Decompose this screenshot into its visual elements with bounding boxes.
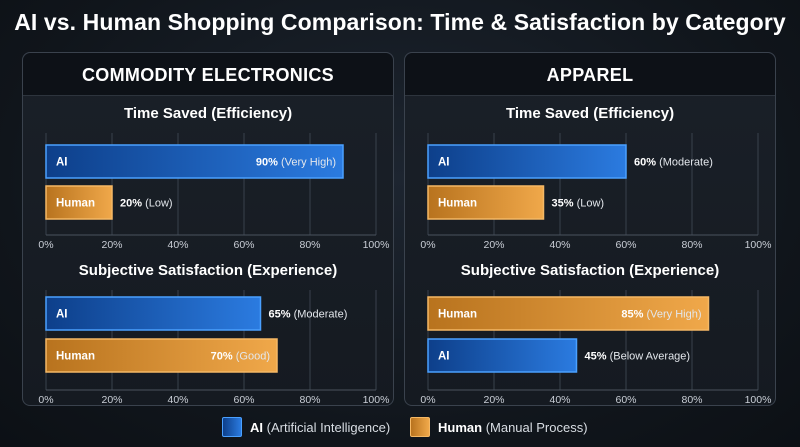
x-tick-label: 100% bbox=[745, 239, 772, 251]
bar-human bbox=[427, 296, 710, 331]
x-tick-label: 20% bbox=[101, 394, 122, 405]
chart-time-saved-apparel: 0% 20% 40% 60% 80% 100% AI 60% (Moderate) Human 3… bbox=[420, 133, 772, 251]
x-tick-label: 100% bbox=[745, 394, 772, 405]
legend-label-human-rest: (Manual Process) bbox=[485, 419, 588, 435]
x-tick-label: 40% bbox=[549, 394, 570, 405]
x-tick-label: 0% bbox=[38, 239, 53, 251]
legend-item-ai: AI (Artificial Intelligence) bbox=[222, 416, 390, 438]
bar-category-label: Human bbox=[438, 309, 477, 321]
bar-category-label: AI bbox=[56, 157, 68, 169]
bar-value-label: 45% (Below Average) bbox=[585, 351, 691, 363]
x-tick-label: 0% bbox=[420, 394, 435, 405]
chart-time-saved-electronics: 0% 20% 40% 60% 80% 100% AI 90% (Very High) Human… bbox=[38, 133, 390, 251]
bar-ai bbox=[427, 338, 578, 373]
bar-value-label: 85% (Very High) bbox=[621, 309, 701, 321]
x-tick-label: 80% bbox=[299, 239, 320, 251]
legend-label-human: Human (Manual Process) bbox=[438, 420, 588, 435]
x-tick-label: 80% bbox=[681, 394, 702, 405]
x-tick-label: 100% bbox=[363, 394, 390, 405]
panel-title: APPAREL bbox=[405, 53, 775, 96]
bar-value-label: 20% (Low) bbox=[120, 198, 173, 210]
x-tick-label: 60% bbox=[233, 239, 254, 251]
bar-human bbox=[427, 185, 545, 220]
chart-satisfaction-apparel: 0% 20% 40% 60% 80% 100% Human 85% (Very High) AI… bbox=[420, 290, 772, 405]
x-tick-label: 60% bbox=[615, 239, 636, 251]
chart-satisfaction-electronics: 0% 20% 40% 60% 80% 100% AI 65% (Moderate) Human 7… bbox=[38, 290, 390, 405]
bar-category-label: AI bbox=[56, 309, 68, 321]
bar-ai bbox=[45, 144, 344, 179]
x-tick-label: 40% bbox=[549, 239, 570, 251]
chart-title-time-saved: Time Saved (Efficiency) bbox=[505, 105, 675, 122]
bar-ai bbox=[427, 144, 627, 179]
bar-category-label: AI bbox=[438, 157, 450, 169]
legend-swatch-ai bbox=[222, 417, 242, 437]
page-title: AI vs. Human Shopping Comparison: Time &… bbox=[14, 9, 786, 35]
bar-value-label: 65% (Moderate) bbox=[269, 309, 348, 321]
bar-value-label: 60% (Moderate) bbox=[634, 157, 713, 169]
panel-apparel: APPAREL Time Saved (Efficiency) 0% 20% 40%… bbox=[404, 52, 776, 406]
legend-label-ai: AI (Artificial Intelligence) bbox=[250, 420, 390, 435]
legend-swatch-human bbox=[410, 417, 430, 437]
x-tick-label: 20% bbox=[483, 239, 504, 251]
x-tick-label: 20% bbox=[483, 394, 504, 405]
bar-category-label: AI bbox=[438, 351, 450, 363]
x-tick-label: 40% bbox=[167, 239, 188, 251]
bar-value-label: 70% (Good) bbox=[211, 351, 270, 363]
bar-category-label: Human bbox=[438, 198, 477, 210]
x-tick-label: 0% bbox=[420, 239, 435, 251]
bar-human bbox=[45, 338, 278, 373]
bar-human bbox=[45, 185, 113, 220]
legend-label-ai-bold: AI bbox=[250, 419, 263, 435]
bar-ai bbox=[45, 296, 262, 331]
bar-category-label: Human bbox=[56, 351, 95, 363]
legend-item-human: Human (Manual Process) bbox=[410, 416, 588, 438]
bar-category-label: Human bbox=[56, 198, 95, 210]
legend: AI (Artificial Intelligence) Human (Manu… bbox=[0, 416, 800, 438]
x-tick-label: 60% bbox=[615, 394, 636, 405]
x-tick-label: 60% bbox=[233, 394, 254, 405]
x-tick-label: 100% bbox=[363, 239, 390, 251]
x-tick-label: 80% bbox=[681, 239, 702, 251]
bar-value-label: 90% (Very High) bbox=[256, 157, 336, 169]
panel-title: COMMODITY ELECTRONICS bbox=[23, 53, 393, 96]
panel-commodity-electronics: COMMODITY ELECTRONICS Time Saved (Effici… bbox=[22, 52, 394, 406]
chart-title-satisfaction: Subjective Satisfaction (Experience) bbox=[460, 262, 720, 279]
legend-label-ai-rest: (Artificial Intelligence) bbox=[266, 419, 391, 435]
x-tick-label: 0% bbox=[38, 394, 53, 405]
bar-value-label: 35% (Low) bbox=[552, 198, 605, 210]
chart-title-time-saved: Time Saved (Efficiency) bbox=[123, 105, 293, 122]
chart-title-satisfaction: Subjective Satisfaction (Experience) bbox=[78, 262, 338, 279]
x-tick-label: 40% bbox=[167, 394, 188, 405]
x-tick-label: 20% bbox=[101, 239, 122, 251]
x-tick-label: 80% bbox=[299, 394, 320, 405]
legend-label-human-bold: Human bbox=[438, 419, 483, 435]
